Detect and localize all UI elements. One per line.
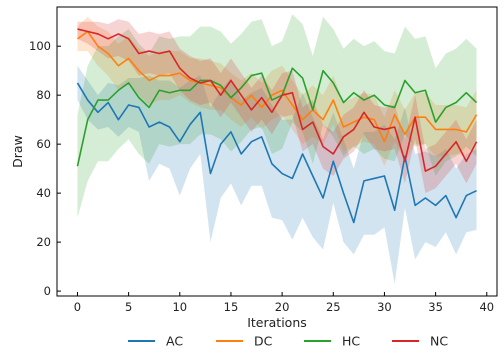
legend-label-hc: HC — [342, 334, 360, 349]
y-tick-label: 100 — [29, 39, 51, 53]
line-ac — [76, 82, 477, 224]
y-axis-label: Draw — [10, 135, 25, 168]
y-tick-label: 20 — [36, 235, 51, 249]
x-tick-label: 20 — [275, 300, 290, 314]
x-axis-ticks: 0 5 10 15 20 25 30 35 40 — [74, 292, 494, 314]
x-axis-label: Iterations — [247, 315, 307, 330]
line-dc — [76, 30, 478, 143]
legend-label-dc: DC — [254, 334, 273, 349]
y-tick-label: 40 — [36, 186, 51, 200]
x-tick-label: 0 — [74, 300, 81, 314]
confidence-bands — [77, 14, 477, 284]
legend-label-ac: AC — [166, 334, 183, 349]
legend-label-nc: NC — [430, 334, 448, 349]
band-ac — [77, 65, 477, 284]
x-tick-label: 30 — [377, 300, 392, 314]
x-tick-label: 40 — [479, 300, 494, 314]
x-tick-label: 5 — [125, 300, 132, 314]
y-tick-label: 60 — [36, 137, 51, 151]
series-lines — [76, 28, 478, 224]
plot-frame — [56, 6, 498, 297]
x-tick-label: 35 — [428, 300, 443, 314]
line-hc — [76, 67, 478, 167]
legend: AC DC HC NC — [128, 334, 448, 349]
x-tick-label: 25 — [326, 300, 341, 314]
y-axis-ticks: 0 20 40 60 80 100 — [29, 39, 61, 298]
band-dc — [77, 16, 477, 167]
x-tick-label: 10 — [172, 300, 187, 314]
y-tick-label: 0 — [44, 284, 51, 298]
line-nc — [77, 28, 478, 172]
x-tick-label: 15 — [224, 300, 239, 314]
y-tick-label: 80 — [36, 88, 51, 102]
